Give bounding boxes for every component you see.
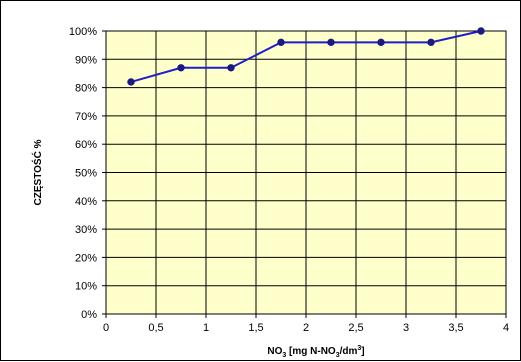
- data-point: [327, 38, 335, 47]
- x-tick-label: 1: [203, 322, 209, 334]
- data-point: [277, 38, 285, 47]
- y-tick-label: 100%: [69, 26, 97, 38]
- x-axis-title: NO3 [mg N-NO3/dm3]: [267, 345, 364, 359]
- y-tick-label: 10%: [75, 281, 97, 293]
- y-tick-label: 70%: [75, 111, 97, 123]
- x-axis-title-sub2: 3: [336, 352, 340, 359]
- y-tick-label: 30%: [75, 224, 97, 236]
- y-tick-label: 90%: [75, 54, 97, 66]
- data-point: [227, 64, 235, 72]
- y-tick-label: 20%: [75, 252, 97, 264]
- x-axis-title-sub: 3: [282, 352, 286, 359]
- data-point: [377, 38, 385, 47]
- y-tick-label: 60%: [75, 139, 97, 151]
- data-point: [127, 78, 135, 86]
- x-axis-title-bracket: [mg N-NO: [286, 346, 336, 357]
- y-tick-label: 40%: [75, 196, 97, 208]
- x-tick-label: 0,5: [148, 322, 163, 334]
- x-axis-title-sup: 3: [357, 345, 361, 352]
- x-tick-label: 2,5: [348, 322, 363, 334]
- data-point: [477, 27, 485, 35]
- y-axis-ticks: 0% 10% 20% 30% 40% 50% 60% 70% 80% 90% 100%: [69, 26, 106, 321]
- x-axis-ticks: 0 0,5 1 1,5 2 2,5 3 3,5 4: [103, 314, 509, 334]
- y-axis-title: CZĘSTOŚĆ %: [31, 139, 44, 205]
- series-line: [130, 30, 482, 83]
- x-axis-title-main: NO: [267, 346, 282, 357]
- x-tick-label: 3: [403, 322, 409, 334]
- y-tick-label: 80%: [75, 83, 97, 95]
- x-tick-label: 0: [103, 322, 109, 334]
- x-tick-label: 4: [503, 322, 509, 334]
- data-series: [127, 27, 485, 86]
- y-tick-label: 0%: [81, 309, 97, 321]
- x-tick-label: 2: [303, 322, 309, 334]
- x-tick-label: 1,5: [248, 322, 263, 334]
- x-axis-title-slash: /dm: [340, 346, 358, 357]
- x-tick-label: 3,5: [448, 322, 463, 334]
- x-axis-title-close: ]: [361, 346, 364, 357]
- data-point: [427, 38, 435, 47]
- data-point: [177, 64, 185, 72]
- y-tick-label: 50%: [75, 168, 97, 180]
